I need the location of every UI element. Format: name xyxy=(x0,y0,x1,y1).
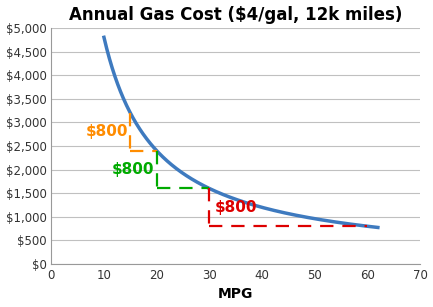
Text: $800: $800 xyxy=(215,200,257,215)
X-axis label: MPG: MPG xyxy=(218,287,253,301)
Title: Annual Gas Cost ($4/gal, 12k miles): Annual Gas Cost ($4/gal, 12k miles) xyxy=(69,6,402,24)
Text: $800: $800 xyxy=(112,162,155,177)
Text: $800: $800 xyxy=(86,124,128,139)
